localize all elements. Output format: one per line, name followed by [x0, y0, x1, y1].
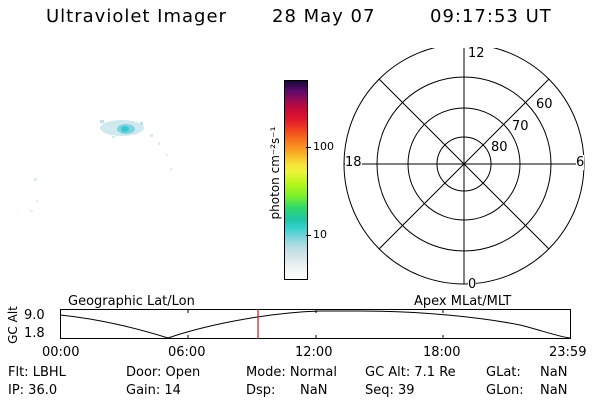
lat-label-60: 60 — [536, 97, 553, 112]
time-label: 09:17:53 UT — [430, 6, 552, 27]
track-xtick-0600: 06:00 — [168, 345, 206, 360]
status-filter: Flt: LBHL — [8, 365, 66, 380]
status-glon-label: GLon: — [486, 383, 524, 398]
status-seq: Seq: 39 — [365, 383, 415, 398]
aurora-speckle-patch — [30, 120, 172, 212]
status-glat-label: GLat: — [486, 365, 521, 380]
colorbar-tick-100 — [306, 147, 311, 148]
track-y-axis-label: GC Alt — [6, 306, 20, 344]
track-left-title: Geographic Lat/Lon — [68, 294, 195, 309]
track-xtick-1800: 18:00 — [423, 345, 461, 360]
status-ip: IP: 36.0 — [8, 383, 58, 398]
mlt-label-bottom: 0 — [468, 277, 477, 292]
status-mode: Mode: Normal — [246, 365, 337, 380]
colorbar-label-100: 100 — [313, 140, 334, 153]
polar-plot — [343, 48, 585, 285]
uv-image — [30, 120, 172, 212]
status-door: Door: Open — [126, 365, 201, 380]
app-title: Ultraviolet Imager — [46, 6, 227, 27]
colorbar-label-10: 10 — [313, 228, 327, 241]
intensity-colorbar — [284, 80, 308, 280]
track-right-title: Apex MLat/MLT — [414, 294, 512, 309]
mlt-label-left: 18 — [345, 155, 362, 170]
colorbar-tick-10 — [306, 235, 311, 236]
track-xtick-2359: 23:59 — [549, 345, 587, 360]
colorbar-unit-label: photon cm⁻²s⁻¹ — [268, 126, 282, 220]
status-dsp-value: NaN — [300, 383, 328, 398]
status-gain: Gain: 14 — [126, 383, 181, 398]
status-dsp-label: Dsp: — [246, 383, 276, 398]
altitude-track-plot — [60, 309, 571, 339]
status-glat-value: NaN — [540, 365, 568, 380]
lat-label-80: 80 — [491, 140, 508, 155]
track-xtick-0000: 00:00 — [42, 345, 80, 360]
altitude-curve — [60, 310, 571, 339]
status-glon-value: NaN — [540, 383, 568, 398]
polar-diagonal-2 — [378, 78, 550, 250]
track-xtick-1200: 12:00 — [295, 345, 333, 360]
track-ytick-top: 9.0 — [24, 308, 45, 323]
mlt-label-right: 6 — [576, 155, 585, 170]
lat-label-70: 70 — [512, 119, 529, 134]
status-gc-alt: GC Alt: 7.1 Re — [365, 365, 456, 380]
mlt-label-top: 12 — [468, 46, 485, 61]
date-label: 28 May 07 — [272, 6, 376, 27]
track-ytick-bottom: 1.8 — [24, 326, 45, 341]
